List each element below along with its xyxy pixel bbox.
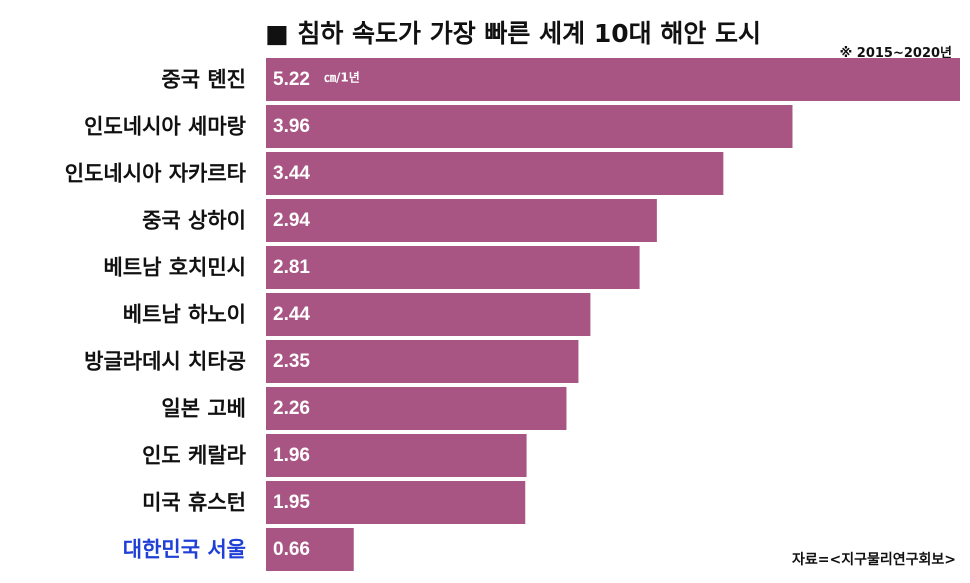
bar	[266, 152, 724, 195]
category-label: 방글라데시 치타공	[84, 350, 246, 374]
period-note: ※ 2015~2020년	[839, 46, 952, 61]
bar	[266, 105, 793, 148]
value-label: 3.96	[273, 116, 310, 137]
value-label: 2.35	[273, 351, 310, 372]
chart-title: ■ 침하 속도가 가장 빠른 세계 10대 해안 도시	[265, 19, 762, 48]
value-label: 1.96	[273, 445, 310, 466]
source-note: 자료=<지구물리연구회보>	[792, 552, 956, 568]
value-label: 0.66	[273, 539, 310, 560]
bar	[266, 528, 354, 571]
value-label: 5.22	[273, 69, 310, 90]
category-label: 인도네시아 세마랑	[84, 115, 246, 139]
category-label: 중국 톈진	[161, 68, 246, 92]
category-label: 베트남 하노이	[123, 303, 246, 327]
category-label: 일본 고베	[161, 397, 246, 421]
value-label: 1.95	[273, 492, 310, 513]
value-label: 2.44	[273, 304, 310, 325]
category-label: 중국 상하이	[142, 209, 246, 233]
category-label: 대한민국 서울	[123, 538, 246, 562]
bar	[266, 58, 960, 101]
bar	[266, 246, 640, 289]
value-label: 2.81	[273, 257, 310, 278]
bar	[266, 481, 526, 524]
category-label: 미국 휴스턴	[142, 491, 246, 515]
bar	[266, 434, 527, 477]
unit-label: ㎝/1년	[324, 71, 360, 85]
bar	[266, 387, 567, 430]
value-label: 2.26	[273, 398, 310, 419]
category-label: 인도 케랄라	[142, 444, 247, 468]
value-label: 3.44	[273, 163, 310, 184]
bar	[266, 340, 579, 383]
category-label: 인도네시아 자카르타	[65, 162, 247, 186]
bar	[266, 199, 657, 242]
category-label: 베트남 호치민시	[103, 256, 246, 280]
value-label: 2.94	[273, 210, 310, 231]
bar	[266, 293, 591, 336]
